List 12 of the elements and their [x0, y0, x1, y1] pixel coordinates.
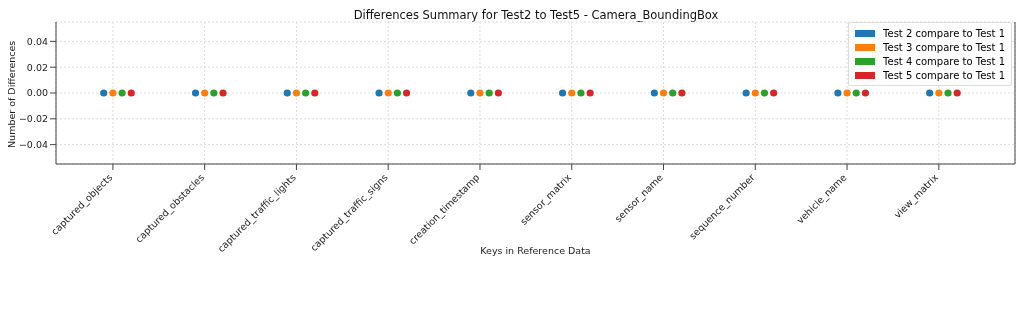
x-axis-title: Keys in Reference Data: [480, 245, 591, 256]
legend-label: Test 4 compare to Test 1: [883, 55, 1005, 67]
y-tick-label: 0.02: [26, 61, 48, 73]
y-tick-label: −0.02: [18, 113, 48, 125]
legend-label: Test 5 compare to Test 1: [883, 69, 1005, 81]
y-axis-title: Number of Differences: [6, 40, 18, 148]
y-tick-label: 0.00: [26, 87, 48, 99]
y-tick-label: −0.04: [18, 139, 48, 151]
chart-title: Differences Summary for Test2 to Test5 - Camera_BoundingBox: [352, 8, 720, 22]
y-tick-label: 0.04: [26, 35, 48, 47]
legend-label: Test 2 compare to Test 1: [883, 27, 1005, 39]
legend-label: Test 3 compare to Test 1: [883, 41, 1005, 53]
